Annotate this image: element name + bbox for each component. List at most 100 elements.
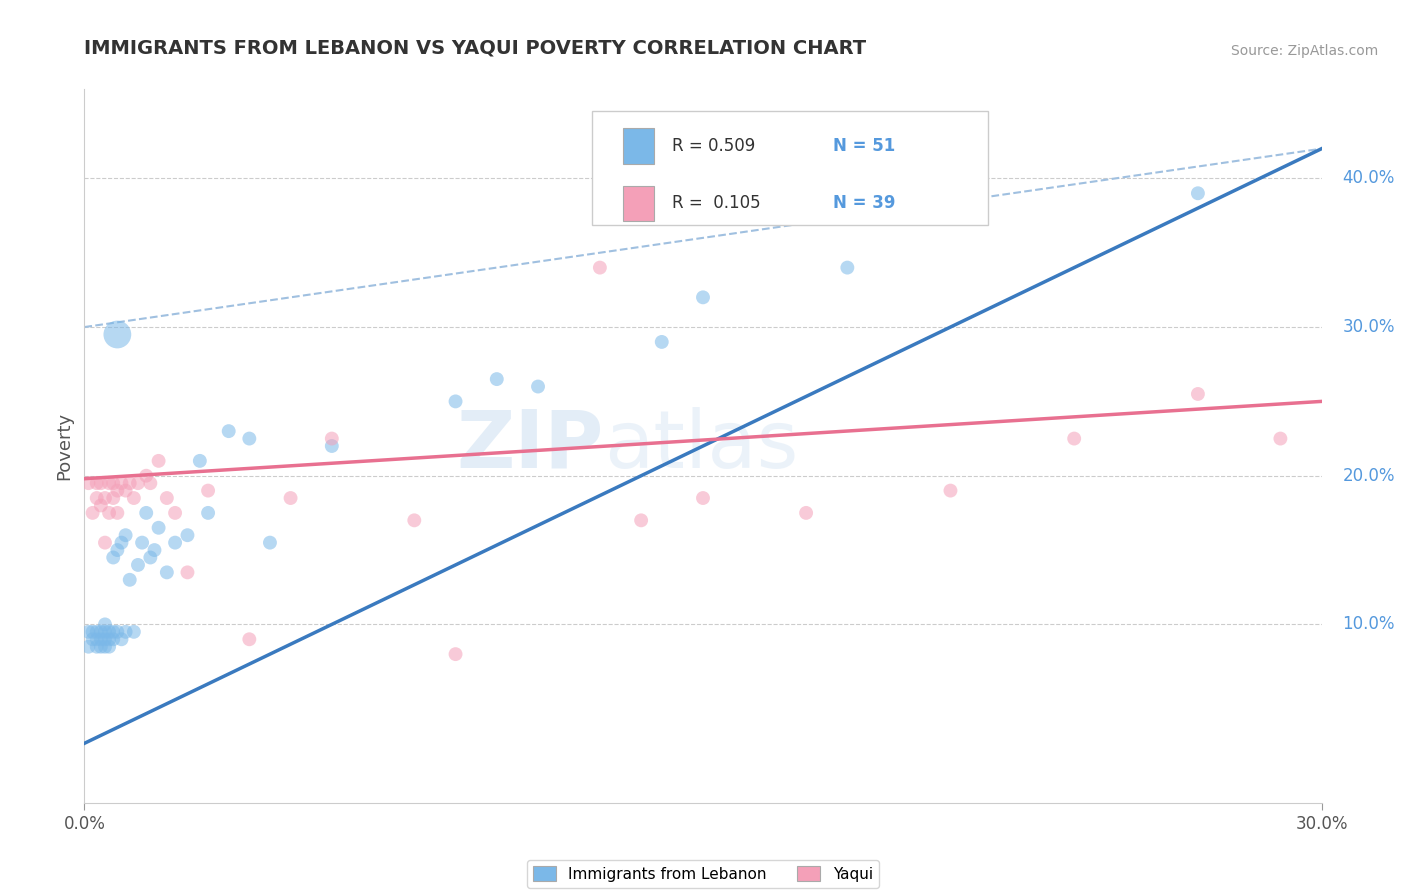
Point: [105, 543, 128, 558]
Point: [94, 624, 117, 639]
Text: 30.0%: 30.0%: [1343, 318, 1395, 336]
Point: [90, 640, 112, 654]
Text: N = 51: N = 51: [832, 137, 896, 155]
Text: 10.0%: 10.0%: [1343, 615, 1395, 633]
Point: [135, 506, 157, 520]
Point: [110, 632, 132, 647]
Point: [176, 528, 198, 542]
Point: [103, 632, 125, 647]
Text: R =  0.105: R = 0.105: [672, 194, 761, 212]
Point: [127, 476, 149, 491]
Point: [110, 476, 132, 491]
Point: [90, 499, 112, 513]
Legend: Immigrants from Lebanon, Yaqui: Immigrants from Lebanon, Yaqui: [527, 860, 879, 888]
Point: [122, 624, 145, 639]
Point: [1063, 432, 1085, 446]
Point: [188, 454, 211, 468]
Point: [148, 521, 170, 535]
Point: [321, 432, 343, 446]
Point: [82, 506, 104, 520]
Point: [77, 476, 100, 491]
Point: [94, 491, 117, 505]
Point: [139, 550, 162, 565]
Point: [837, 260, 859, 275]
Point: [176, 566, 198, 580]
Point: [105, 327, 128, 342]
Text: IMMIGRANTS FROM LEBANON VS YAQUI POVERTY CORRELATION CHART: IMMIGRANTS FROM LEBANON VS YAQUI POVERTY…: [84, 39, 866, 58]
Point: [90, 624, 112, 639]
Point: [105, 624, 128, 639]
Point: [114, 624, 136, 639]
Point: [238, 432, 260, 446]
Point: [103, 624, 125, 639]
FancyBboxPatch shape: [623, 128, 654, 164]
Point: [259, 535, 281, 549]
Point: [651, 334, 673, 349]
Point: [98, 640, 121, 654]
Text: ZIP: ZIP: [457, 407, 605, 485]
Point: [165, 506, 187, 520]
Point: [135, 468, 157, 483]
Point: [444, 394, 467, 409]
Point: [98, 506, 121, 520]
Point: [485, 372, 508, 386]
Point: [86, 624, 108, 639]
Point: [139, 476, 162, 491]
Text: N = 39: N = 39: [832, 194, 896, 212]
Point: [127, 558, 149, 572]
Point: [105, 483, 128, 498]
Point: [1187, 387, 1209, 401]
Point: [1270, 432, 1292, 446]
Point: [692, 491, 714, 505]
Point: [114, 528, 136, 542]
Text: R = 0.509: R = 0.509: [672, 137, 755, 155]
Point: [939, 483, 962, 498]
Text: 40.0%: 40.0%: [1343, 169, 1395, 187]
Point: [82, 632, 104, 647]
Point: [794, 506, 817, 520]
Point: [148, 454, 170, 468]
Point: [86, 476, 108, 491]
Point: [94, 640, 117, 654]
Point: [197, 506, 219, 520]
Point: [77, 624, 100, 639]
Point: [94, 617, 117, 632]
Point: [105, 506, 128, 520]
Point: [90, 476, 112, 491]
Point: [156, 566, 179, 580]
Point: [77, 640, 100, 654]
Point: [86, 640, 108, 654]
Point: [143, 543, 166, 558]
Point: [156, 491, 179, 505]
Point: [118, 573, 141, 587]
Point: [238, 632, 260, 647]
Point: [114, 483, 136, 498]
FancyBboxPatch shape: [592, 111, 987, 225]
Point: [82, 624, 104, 639]
Point: [94, 632, 117, 647]
Point: [165, 535, 187, 549]
Point: [630, 513, 652, 527]
Point: [86, 491, 108, 505]
Point: [280, 491, 302, 505]
Point: [444, 647, 467, 661]
Point: [98, 476, 121, 491]
Point: [131, 535, 153, 549]
FancyBboxPatch shape: [623, 186, 654, 221]
Point: [98, 624, 121, 639]
Point: [1187, 186, 1209, 201]
Text: 20.0%: 20.0%: [1343, 467, 1395, 484]
Point: [103, 476, 125, 491]
Point: [404, 513, 426, 527]
Point: [103, 491, 125, 505]
Point: [527, 379, 550, 393]
Point: [589, 260, 612, 275]
Point: [118, 476, 141, 491]
Point: [90, 632, 112, 647]
Point: [218, 424, 240, 438]
Point: [122, 491, 145, 505]
Y-axis label: Poverty: Poverty: [55, 412, 73, 480]
Point: [86, 632, 108, 647]
Point: [103, 550, 125, 565]
Text: atlas: atlas: [605, 407, 799, 485]
